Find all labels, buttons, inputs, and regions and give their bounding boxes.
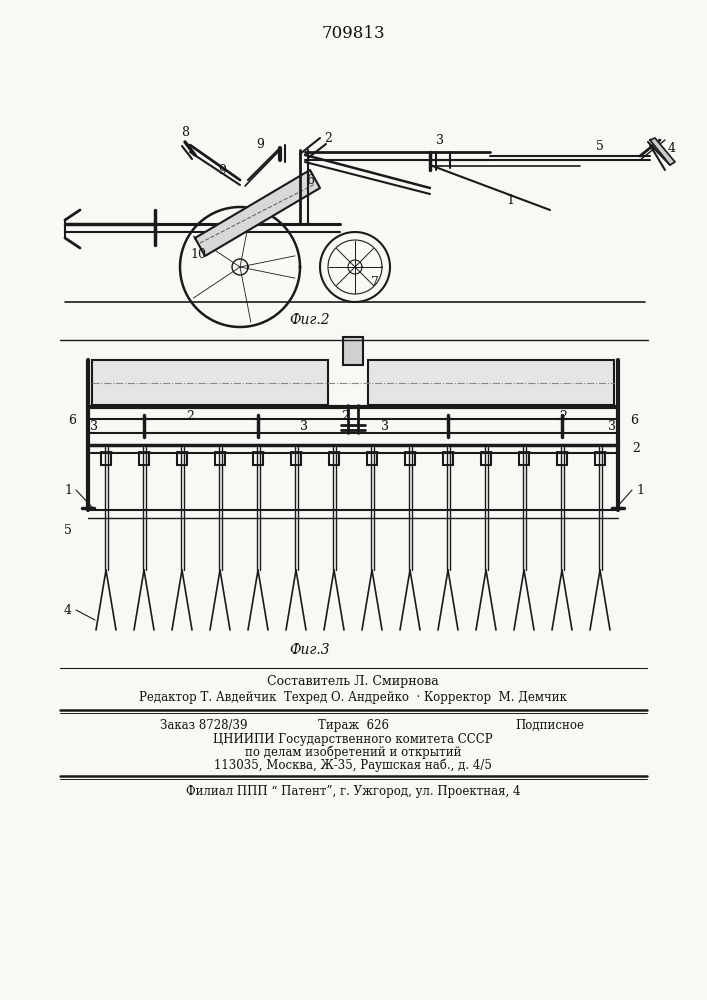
Text: 4: 4 [668, 141, 676, 154]
Text: Тираж  626: Тираж 626 [317, 718, 389, 732]
Text: 2: 2 [341, 410, 349, 424]
Polygon shape [650, 138, 675, 165]
Bar [343, 337, 363, 365]
Text: 3: 3 [436, 133, 444, 146]
Text: 5: 5 [596, 140, 604, 153]
Text: 9: 9 [256, 137, 264, 150]
Text: 2: 2 [324, 131, 332, 144]
Text: Составитель Л. Смирнова: Составитель Л. Смирнова [267, 676, 439, 688]
Text: 6: 6 [68, 414, 76, 426]
Text: по делам изобретений и открытий: по делам изобретений и открытий [245, 745, 461, 759]
Text: Заказ 8728/39: Заказ 8728/39 [160, 718, 247, 732]
Text: 7: 7 [371, 276, 379, 290]
Text: 2: 2 [186, 410, 194, 424]
Text: 5: 5 [64, 524, 72, 536]
Polygon shape [195, 170, 320, 256]
Text: 709813: 709813 [321, 24, 385, 41]
Text: Подписное: Подписное [515, 718, 585, 732]
Text: 3: 3 [608, 420, 616, 434]
Text: 1: 1 [636, 484, 644, 496]
Text: 3: 3 [90, 420, 98, 434]
Text: 9: 9 [218, 163, 226, 176]
Text: 4: 4 [64, 603, 72, 616]
Text: 1: 1 [64, 484, 72, 496]
Bar [368, 360, 614, 405]
Text: 6: 6 [306, 174, 314, 186]
Text: 8: 8 [181, 125, 189, 138]
Text: ЦНИИПИ Государственного комитета СССР: ЦНИИПИ Государственного комитета СССР [214, 732, 493, 746]
Text: 6: 6 [630, 414, 638, 426]
Text: 3: 3 [381, 420, 389, 434]
Bar [92, 360, 328, 405]
Text: Фиг.2: Фиг.2 [290, 313, 330, 327]
Text: Редактор Т. Авдейчик  Техред О. Андрейко  · Корректор  М. Демчик: Редактор Т. Авдейчик Техред О. Андрейко … [139, 692, 567, 704]
Text: 1: 1 [506, 194, 514, 207]
Text: 113035, Москва, Ж-35, Раушская наб., д. 4/5: 113035, Москва, Ж-35, Раушская наб., д. … [214, 758, 492, 772]
Text: Филиал ППП “ Патент”, г. Ужгород, ул. Проектная, 4: Филиал ППП “ Патент”, г. Ужгород, ул. Пр… [186, 786, 520, 798]
Text: Фиг.3: Фиг.3 [290, 643, 330, 657]
Text: 10: 10 [190, 248, 206, 261]
Text: 3: 3 [300, 420, 308, 434]
Text: 2: 2 [632, 442, 640, 456]
Text: 2: 2 [559, 410, 567, 424]
